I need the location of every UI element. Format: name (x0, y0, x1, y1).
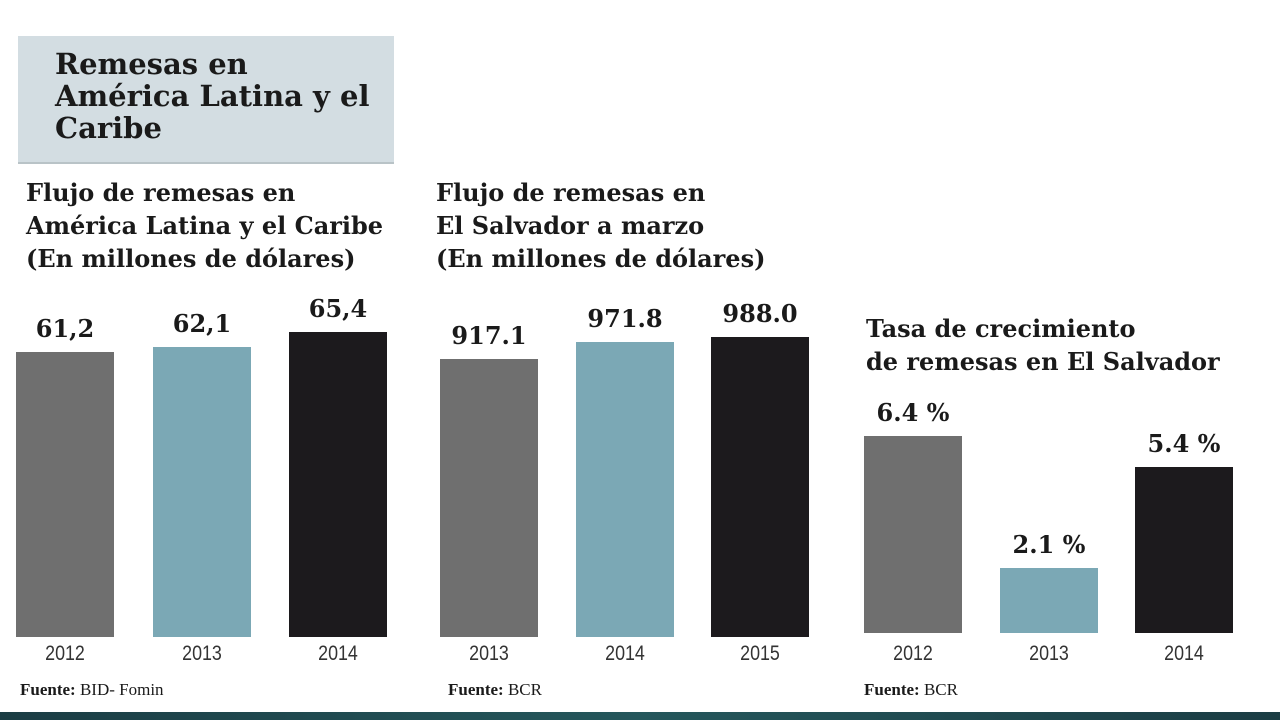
chart-2-title: Flujo de remesas en El Salvador a marzo … (436, 178, 766, 273)
bar-1-2013 (153, 347, 251, 637)
bar-3-2012 (864, 436, 962, 633)
data-label: 2.1 % (1012, 530, 1086, 560)
source-1: Fuente: BID- Fomin (20, 680, 164, 700)
data-label: 5.4 % (1147, 428, 1221, 458)
source-label: Fuente: (864, 680, 920, 699)
chart-1-title: Flujo de remesas en América Latina y el … (26, 178, 384, 273)
x-tick-label: 2013 (182, 642, 222, 665)
source-text: BCR (503, 680, 542, 699)
bar-1-2014 (289, 332, 387, 637)
data-label: 61,2 (35, 313, 95, 343)
data-label: 988.0 (722, 299, 798, 328)
source-text: BCR (919, 680, 958, 699)
data-label: 62,1 (172, 309, 232, 339)
x-tick-label: 2012 (893, 642, 933, 665)
x-tick-label: 2014 (605, 642, 645, 665)
bar-3-2014 (1135, 466, 1233, 633)
x-tick-label: 2015 (740, 642, 780, 665)
bar-2-2014 (576, 341, 674, 637)
x-tick-label: 2013 (1029, 642, 1069, 665)
data-label: 917.1 (451, 320, 527, 350)
chart-3-title: Tasa de crecimiento de remesas en El Sal… (866, 314, 1220, 376)
x-tick-label: 2013 (469, 642, 509, 665)
data-label: 6.4 % (876, 398, 950, 427)
main-title: Remesas en América Latina y el Caribe (55, 47, 370, 145)
source-3: Fuente: BCR (864, 680, 958, 700)
x-tick-label: 2012 (45, 642, 85, 665)
bottom-strip (0, 712, 1280, 720)
source-text: BID- Fomin (75, 680, 164, 699)
source-2: Fuente: BCR (448, 680, 542, 700)
data-label: 971.8 (587, 303, 663, 333)
bar-2-2013 (440, 358, 538, 637)
source-label: Fuente: (448, 680, 504, 699)
bar-1-2012 (16, 351, 114, 637)
x-tick-label: 2014 (318, 642, 358, 665)
data-label: 65,4 (308, 294, 368, 323)
source-label: Fuente: (20, 680, 76, 699)
title-box: Remesas en América Latina y el Caribe (18, 36, 394, 164)
bar-3-2013 (1000, 568, 1098, 633)
bar-2-2015 (711, 337, 809, 637)
x-tick-label: 2014 (1164, 642, 1204, 665)
